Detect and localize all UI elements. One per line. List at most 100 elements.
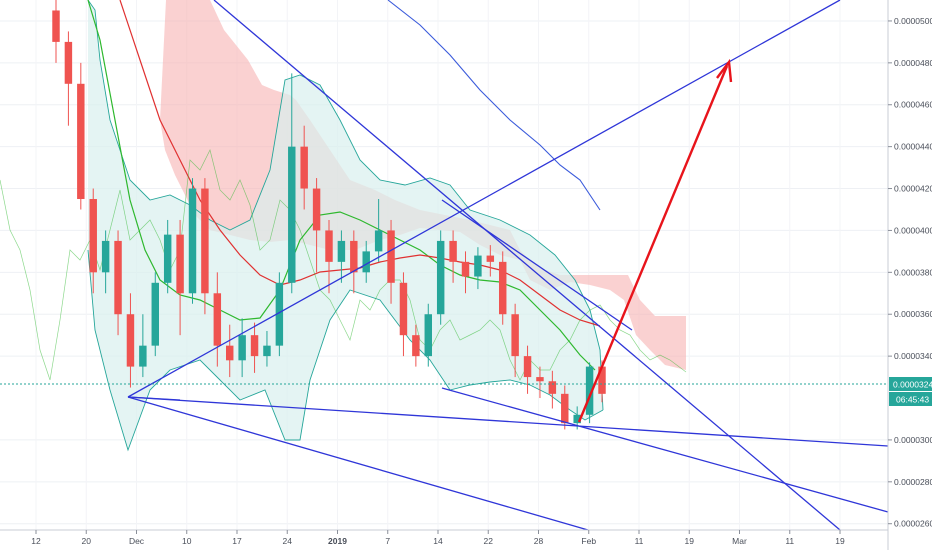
bollinger-lower	[87, 249, 604, 452]
candle-body	[139, 345, 147, 367]
candle-body	[238, 335, 246, 361]
y-tick-label: 0.0000420	[894, 184, 932, 194]
y-tick-label: 0.0000400	[894, 225, 932, 235]
x-tick-label: 28	[534, 536, 544, 546]
candle-body	[89, 199, 97, 273]
x-tick-label: 10	[182, 536, 192, 546]
countdown-badge: 06:45:43	[889, 392, 932, 406]
candle-body	[151, 282, 159, 346]
candles	[52, 0, 606, 430]
candle-body	[64, 41, 73, 84]
projection-arrow-shaft	[577, 65, 729, 423]
ma-green	[87, 0, 596, 371]
candle-body	[176, 234, 184, 294]
projection-arrow	[577, 58, 733, 423]
trendline-descending-top	[213, 0, 841, 531]
trendline-ascending	[127, 0, 841, 398]
x-tick-label: 11	[785, 536, 794, 546]
y-tick-label: 0.0000480	[894, 58, 932, 68]
x-tick-label: 12	[31, 536, 41, 546]
candle-body	[536, 377, 544, 382]
candle-body	[288, 146, 296, 283]
y-tick-label: 0.0000300	[894, 435, 932, 445]
candle-body	[188, 188, 197, 294]
candle-body	[101, 240, 110, 273]
trendline-fan-lower	[127, 396, 589, 531]
candle-body	[523, 356, 532, 378]
y-tick-label: 0.0000440	[894, 142, 932, 152]
y-tick-label: 0.0000260	[894, 519, 932, 529]
x-tick-label: 19	[835, 536, 845, 546]
ma-blue	[387, 0, 601, 211]
candle-body	[275, 282, 284, 346]
candle-body	[561, 393, 569, 424]
trendline-wedge-lower	[441, 387, 889, 513]
x-tick-label: Mar	[732, 536, 747, 546]
x-tick-label: 19	[685, 536, 695, 546]
countdown-label: 06:45:43	[896, 395, 929, 405]
bollinger-upper	[87, 0, 604, 411]
candle-body	[399, 282, 408, 336]
candle-body	[387, 230, 395, 283]
y-tick-label: 0.0000340	[894, 351, 932, 361]
candle-body	[573, 414, 581, 424]
candle-body	[300, 146, 308, 189]
candle-body	[499, 261, 507, 315]
candle-body	[163, 234, 172, 283]
candle-body	[412, 335, 420, 357]
x-tick-label: 24	[283, 536, 293, 546]
x-tick-label: 14	[433, 536, 443, 546]
x-tick-label: 2019	[328, 536, 347, 546]
candle-body	[585, 366, 594, 415]
y-tick-label: 0.0000280	[894, 477, 932, 487]
candle-body	[226, 345, 234, 361]
candle-body	[52, 10, 60, 42]
candle-body	[362, 251, 370, 273]
candle-body	[337, 240, 346, 262]
current-price-label: 0.0000324	[893, 380, 932, 390]
candle-body	[126, 314, 135, 367]
candle-body	[250, 335, 259, 357]
y-tick-label: 0.0000500	[894, 16, 932, 26]
candle-body	[325, 230, 333, 262]
candle-body	[511, 314, 519, 357]
x-tick-label: 20	[82, 536, 92, 546]
y-tick-label: 0.0000460	[894, 100, 932, 110]
candle-body	[474, 255, 482, 277]
candle-body	[350, 240, 358, 273]
countdown-badge-bg	[889, 392, 932, 406]
candle-body	[461, 261, 470, 277]
lagging-span	[0, 148, 687, 381]
candle-body	[436, 240, 445, 315]
current-price-badge-bg	[889, 377, 932, 391]
x-axis-ticks: 12 20 Dec 10 17 24 2019 7 14 22 28 Feb 11 19 Mar 11 19	[31, 530, 845, 546]
candle-body	[548, 381, 557, 394]
candle-body	[598, 366, 606, 394]
current-price-badge: 0.0000324	[889, 377, 932, 391]
projection-arrowhead	[716, 58, 733, 83]
candle-body	[201, 188, 209, 294]
x-tick-label: 7	[385, 536, 390, 546]
x-tick-label: Feb	[581, 536, 596, 546]
y-tick-label: 0.0000380	[894, 267, 932, 277]
candle-body	[213, 293, 222, 346]
candle-body	[424, 314, 432, 357]
x-tick-label: Dec	[129, 536, 145, 546]
candle-body	[374, 230, 383, 252]
trendline-fan-upper	[127, 396, 889, 447]
x-tick-label: 11	[635, 536, 644, 546]
candle-body	[486, 255, 495, 262]
trendline-anchor	[127, 396, 181, 401]
y-tick-label: 0.0000360	[894, 309, 932, 319]
candle-body	[312, 188, 321, 231]
candle-body	[114, 240, 122, 315]
x-tick-label: 17	[232, 536, 242, 546]
candle-body	[449, 240, 457, 262]
candle-body	[263, 345, 271, 357]
trendlines	[127, 0, 889, 531]
candle-body	[77, 83, 85, 200]
trendline-wedge-upper	[441, 199, 633, 331]
x-tick-label: 22	[484, 536, 494, 546]
